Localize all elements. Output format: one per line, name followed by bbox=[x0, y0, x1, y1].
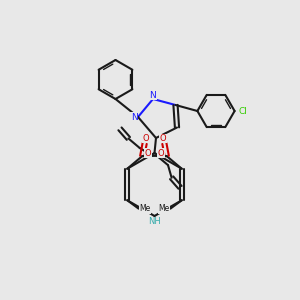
Text: Me: Me bbox=[140, 204, 151, 213]
Text: NH: NH bbox=[148, 218, 161, 226]
Text: O: O bbox=[160, 134, 166, 143]
Text: Me: Me bbox=[158, 204, 169, 213]
Text: N: N bbox=[150, 91, 156, 100]
Text: Cl: Cl bbox=[238, 106, 247, 116]
Text: O: O bbox=[145, 148, 152, 158]
Text: O: O bbox=[158, 148, 164, 158]
Text: O: O bbox=[143, 134, 149, 143]
Text: N: N bbox=[131, 112, 137, 122]
